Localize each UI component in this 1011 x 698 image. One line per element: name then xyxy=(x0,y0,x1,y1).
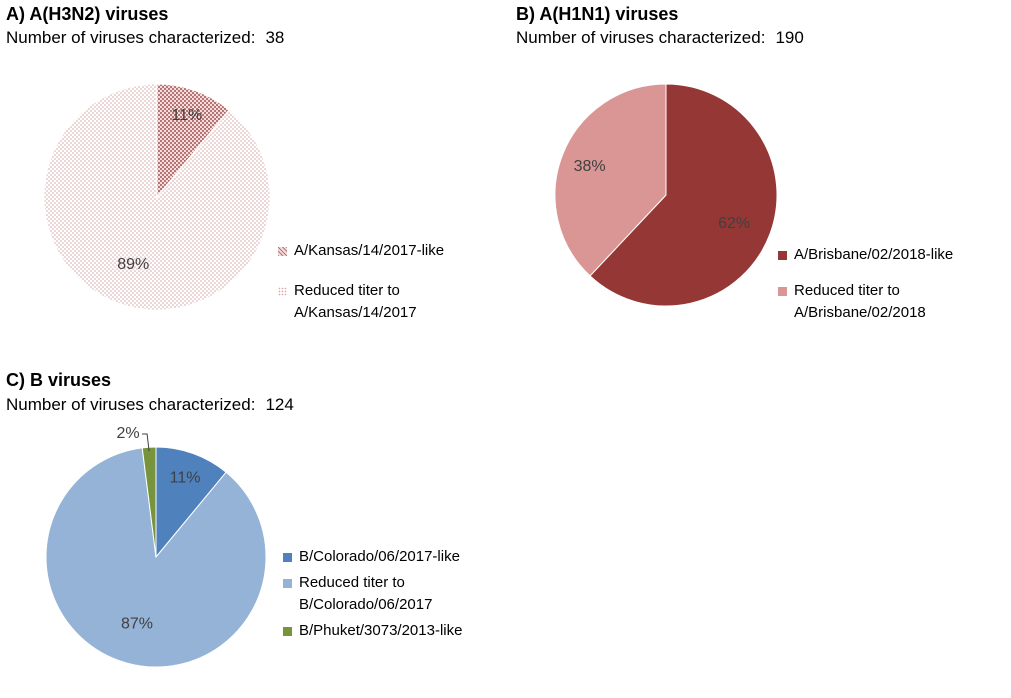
legend-swatch xyxy=(278,287,287,296)
legend-swatch xyxy=(283,579,292,588)
legend-item: A/Kansas/14/2017-like xyxy=(278,240,494,262)
chart-title: C) B viruses xyxy=(6,370,112,390)
chart-legend: A/Kansas/14/2017-like Reduced titer to A/… xyxy=(278,240,494,328)
legend-item: B/Phuket/3073/2013-like xyxy=(283,620,469,642)
chart-title: B) A(H1N1) viruses xyxy=(516,4,679,24)
data-label: 87% xyxy=(121,615,153,632)
chart-panel-c: C) B viruses Number of viruses character… xyxy=(0,366,505,698)
data-label: 2% xyxy=(116,425,139,442)
chart-subtitle: Number of viruses characterized: 38 xyxy=(6,28,284,48)
legend-label: A/Brisbane/02/2018-like xyxy=(794,246,954,263)
subtitle-count: 38 xyxy=(265,28,285,47)
chart-legend: B/Colorado/06/2017-like Reduced titer to … xyxy=(283,546,469,646)
subtitle-count: 124 xyxy=(265,395,294,414)
legend-swatch xyxy=(778,287,787,296)
legend-swatch xyxy=(278,247,287,256)
legend-item: B/Colorado/06/2017-like xyxy=(283,546,469,568)
pie-chart-a: 11% 89% xyxy=(43,83,271,311)
chart-panel-a: A) A(H3N2) viruses Number of viruses cha… xyxy=(0,0,505,360)
legend-item: A/Brisbane/02/2018-like xyxy=(778,244,994,266)
legend-label: Reduced titer to A/Kansas/14/2017 xyxy=(294,282,417,321)
legend-item: Reduced titer to B/Colorado/06/2017 xyxy=(283,572,469,616)
data-label: 62% xyxy=(718,215,750,232)
pie-slice xyxy=(43,83,271,311)
pie-slice xyxy=(155,446,227,559)
pie-slice xyxy=(589,83,778,307)
pie-slice xyxy=(156,83,230,199)
legend-label: B/Phuket/3073/2013-like xyxy=(299,622,463,639)
legend-item: Reduced titer to A/Kansas/14/2017 xyxy=(278,280,494,324)
legend-label: B/Colorado/06/2017-like xyxy=(299,548,460,565)
pie-chart-b: 62% 38% xyxy=(554,83,778,307)
legend-swatch xyxy=(778,251,787,260)
pie-chart-c: 11% 87% 2% xyxy=(45,425,267,668)
subtitle-label: Number of viruses characterized: xyxy=(6,395,256,414)
chart-subtitle: Number of viruses characterized: 124 xyxy=(6,395,294,415)
pie-slice xyxy=(45,447,267,668)
data-label: 89% xyxy=(117,256,149,273)
data-label: 38% xyxy=(574,158,606,175)
subtitle-label: Number of viruses characterized: xyxy=(516,28,766,47)
legend-swatch xyxy=(283,553,292,562)
chart-title: A) A(H3N2) viruses xyxy=(6,4,169,24)
legend-label: Reduced titer to A/Brisbane/02/2018 xyxy=(794,282,926,321)
chart-legend: A/Brisbane/02/2018-like Reduced titer to … xyxy=(778,244,994,328)
legend-label: A/Kansas/14/2017-like xyxy=(294,242,445,259)
chart-panel-b: B) A(H1N1) viruses Number of viruses cha… xyxy=(510,0,1011,360)
pie-slice xyxy=(554,83,667,277)
data-label: 11% xyxy=(171,107,202,124)
legend-swatch xyxy=(283,627,292,636)
subtitle-label: Number of viruses characterized: xyxy=(6,28,256,47)
leader-line xyxy=(142,433,150,452)
legend-item: Reduced titer to A/Brisbane/02/2018 xyxy=(778,280,994,324)
subtitle-count: 190 xyxy=(775,28,804,47)
legend-label: Reduced titer to B/Colorado/06/2017 xyxy=(299,574,433,613)
chart-subtitle: Number of viruses characterized: 190 xyxy=(516,28,804,48)
data-label: 11% xyxy=(170,469,201,486)
